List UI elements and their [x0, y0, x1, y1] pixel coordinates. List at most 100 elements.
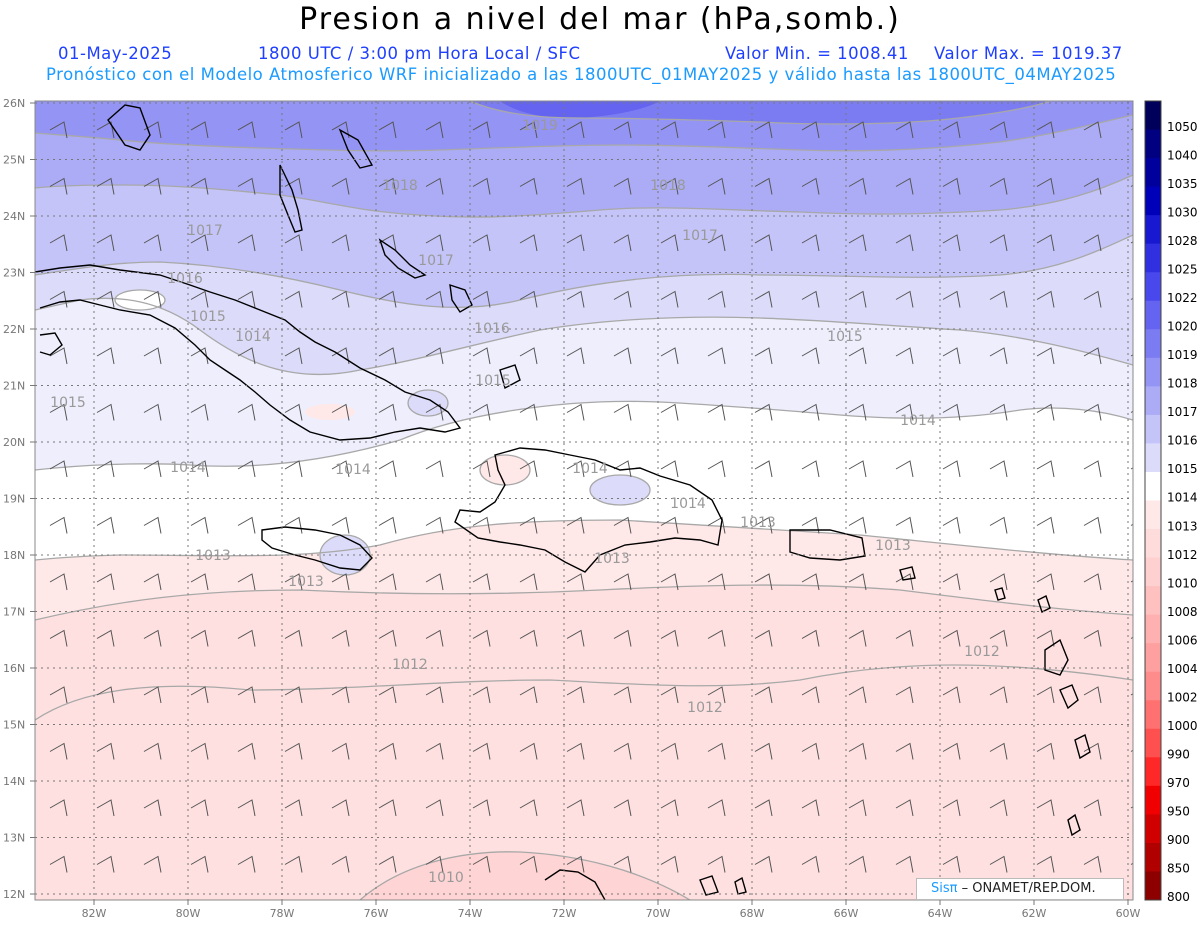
wind-barb: [989, 686, 1008, 704]
colorbar-swatch: [1145, 272, 1161, 302]
colorbar-swatch: [1145, 329, 1161, 359]
wind-barb: [707, 799, 726, 817]
colorbar-swatch: [1145, 614, 1161, 644]
wind-barb: [895, 460, 914, 478]
colorbar-label: 850: [1167, 862, 1190, 876]
colorbar-label: 1030: [1167, 205, 1198, 219]
wind-barb: [1083, 799, 1102, 817]
wind-barb: [1036, 686, 1055, 704]
colorbar-swatch: [1145, 414, 1161, 444]
wind-barb: [660, 347, 679, 365]
contour-label: 1019: [522, 118, 558, 134]
wind-barb: [660, 460, 679, 478]
wind-barb: [801, 629, 820, 647]
wind-barb: [754, 460, 773, 478]
wind-barb: [472, 177, 491, 195]
wind-barb: [284, 573, 303, 591]
wind-barb: [1036, 460, 1055, 478]
wind-barb: [378, 121, 397, 139]
wind-barb: [378, 629, 397, 647]
colorbar-label: 1004: [1167, 662, 1198, 676]
colorbar-label: 1035: [1167, 177, 1198, 191]
wind-barb: [707, 629, 726, 647]
wind-barb: [519, 573, 538, 591]
wind-barb: [1036, 573, 1055, 591]
wind-barb: [425, 799, 444, 817]
wind-barb: [96, 516, 115, 534]
wind-barb: [895, 629, 914, 647]
colorbar-label: 1020: [1167, 320, 1198, 334]
wind-barb: [566, 516, 585, 534]
colorbar-swatch: [1145, 158, 1161, 188]
wind-barb: [895, 347, 914, 365]
wind-barb: [566, 460, 585, 478]
wind-barb: [1036, 403, 1055, 421]
wind-barb: [96, 686, 115, 704]
colorbar-swatch: [1145, 586, 1161, 616]
wind-barb: [895, 742, 914, 760]
contour-label: 1012: [687, 700, 723, 716]
wind-barb: [190, 234, 209, 252]
colorbar-swatch: [1145, 842, 1161, 872]
lon-label: 64W: [928, 907, 953, 920]
wind-barb: [378, 855, 397, 873]
lon-label: 60W: [1116, 907, 1141, 920]
wind-barb: [190, 799, 209, 817]
map-fill: [35, 101, 1133, 900]
wind-barb: [707, 121, 726, 139]
wind-barb: [1036, 347, 1055, 365]
wind-barb: [660, 799, 679, 817]
wind-barb: [472, 234, 491, 252]
wind-barb: [425, 460, 444, 478]
wind-barb: [96, 234, 115, 252]
wind-barb: [472, 742, 491, 760]
colorbar-swatch: [1145, 557, 1161, 587]
wind-barb: [989, 573, 1008, 591]
wind-barb: [49, 742, 68, 760]
wind-barb: [942, 347, 961, 365]
wind-barb: [1083, 403, 1102, 421]
wind-barb: [378, 234, 397, 252]
wind-barb: [190, 121, 209, 139]
wind-barb: [49, 799, 68, 817]
lat-label: 22N: [3, 323, 25, 336]
colorbar-label: 1015: [1167, 462, 1198, 476]
colorbar-swatch: [1145, 871, 1161, 901]
lon-label: 68W: [740, 907, 765, 920]
wind-barb: [96, 121, 115, 139]
wind-barb: [284, 799, 303, 817]
wind-barb: [378, 686, 397, 704]
wind-barb: [613, 121, 632, 139]
wind-barb: [1083, 290, 1102, 308]
wind-barb: [520, 913, 537, 927]
wind-barb: [895, 177, 914, 195]
wind-barb: [660, 855, 679, 873]
wind-barb: [754, 121, 773, 139]
wind-barb: [96, 290, 115, 308]
wind-barb: [143, 516, 162, 534]
wind-barb: [942, 403, 961, 421]
colorbar-swatch: [1145, 529, 1161, 559]
wind-barb: [801, 177, 820, 195]
wind-barb: [989, 290, 1008, 308]
wind-barb: [426, 913, 443, 927]
wind-barb: [143, 290, 162, 308]
colorbar-swatch: [1145, 757, 1161, 787]
wind-barb: [707, 855, 726, 873]
wind-barb: [378, 403, 397, 421]
wind-barb: [472, 855, 491, 873]
colorbar-label: 990: [1167, 748, 1190, 762]
wind-barb: [331, 516, 350, 534]
colorbar-swatch: [1145, 814, 1161, 844]
wind-barb: [519, 686, 538, 704]
wind-barb: [754, 177, 773, 195]
colorbar-swatch: [1145, 471, 1161, 501]
graticule: [35, 101, 1133, 900]
wind-barb: [848, 516, 867, 534]
wind-barb: [190, 742, 209, 760]
wind-barb: [378, 290, 397, 308]
wind-barb: [895, 799, 914, 817]
wind-barb: [49, 234, 68, 252]
colorbar-label: 1010: [1167, 576, 1198, 590]
wind-barb: [49, 855, 68, 873]
